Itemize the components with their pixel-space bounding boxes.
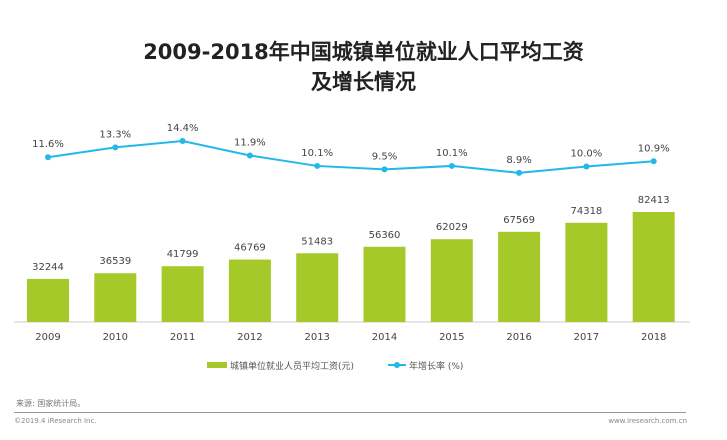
bar-label: 62029	[436, 222, 468, 233]
x-tick-label: 2013	[304, 332, 329, 343]
chart-title: 2009-2018年中国城镇单位就业人口平均工资	[143, 40, 584, 64]
line-label: 10.1%	[436, 148, 468, 159]
line-label: 13.3%	[99, 129, 131, 140]
line-point	[246, 152, 253, 159]
source-note: 来源: 国家统计局。	[16, 399, 86, 408]
bar-label: 41799	[167, 249, 199, 260]
website-url: www.iresearch.com.cn	[608, 417, 687, 425]
bar-label: 36539	[99, 256, 131, 267]
x-tick-label: 2009	[35, 332, 60, 343]
x-tick-label: 2010	[103, 332, 128, 343]
bar	[632, 212, 675, 322]
line-label: 10.9%	[638, 143, 670, 154]
bar	[94, 273, 137, 322]
line-label: 10.0%	[571, 149, 603, 160]
x-tick-label: 2018	[641, 332, 666, 343]
x-tick-label: 2016	[506, 332, 531, 343]
bar	[498, 231, 541, 322]
chart-subtitle: 及增长情况	[311, 70, 416, 94]
legend-bar-label: 城镇单位就业人员平均工资(元)	[230, 360, 354, 372]
bar-label: 32244	[32, 262, 64, 273]
bar	[296, 253, 339, 322]
line-point	[516, 169, 523, 176]
footer-divider	[14, 412, 686, 413]
line-point	[583, 163, 590, 170]
bar-label: 74318	[570, 206, 602, 217]
legend-line-label: 年增长率 (%)	[409, 360, 463, 372]
growth-line	[47, 139, 654, 174]
bar-label: 51483	[301, 236, 333, 247]
line-point	[112, 144, 119, 151]
line-label: 14.4%	[167, 123, 199, 134]
legend-bar-swatch	[207, 362, 227, 368]
line-label: 9.5%	[372, 151, 397, 162]
line-label: 8.9%	[506, 155, 531, 166]
line-label: 11.9%	[234, 138, 266, 149]
bar	[363, 246, 406, 322]
copyright: ©2019.4 iResearch Inc.	[14, 417, 97, 425]
line-point	[179, 138, 186, 144]
bar-label: 67569	[503, 215, 535, 226]
line-point	[381, 166, 388, 173]
x-tick-label: 2011	[170, 332, 195, 343]
bar-label: 82413	[638, 195, 670, 206]
x-tick-label: 2014	[372, 332, 397, 343]
line-point	[45, 154, 51, 161]
x-tick-label: 2015	[439, 332, 464, 343]
bar	[565, 222, 608, 322]
line-point	[448, 162, 455, 169]
bar-label: 46769	[234, 243, 266, 254]
bar-label: 56360	[369, 230, 401, 241]
bar	[27, 278, 69, 322]
bar	[228, 259, 271, 322]
bar	[161, 266, 204, 322]
line-point	[650, 158, 657, 165]
x-tick-label: 2012	[237, 332, 262, 343]
line-label: 10.1%	[301, 148, 333, 159]
line-label: 11.6%	[32, 139, 64, 150]
line-point	[314, 162, 321, 169]
legend-line-marker	[394, 362, 400, 368]
bar	[430, 239, 473, 322]
x-tick-label: 2017	[574, 332, 599, 343]
